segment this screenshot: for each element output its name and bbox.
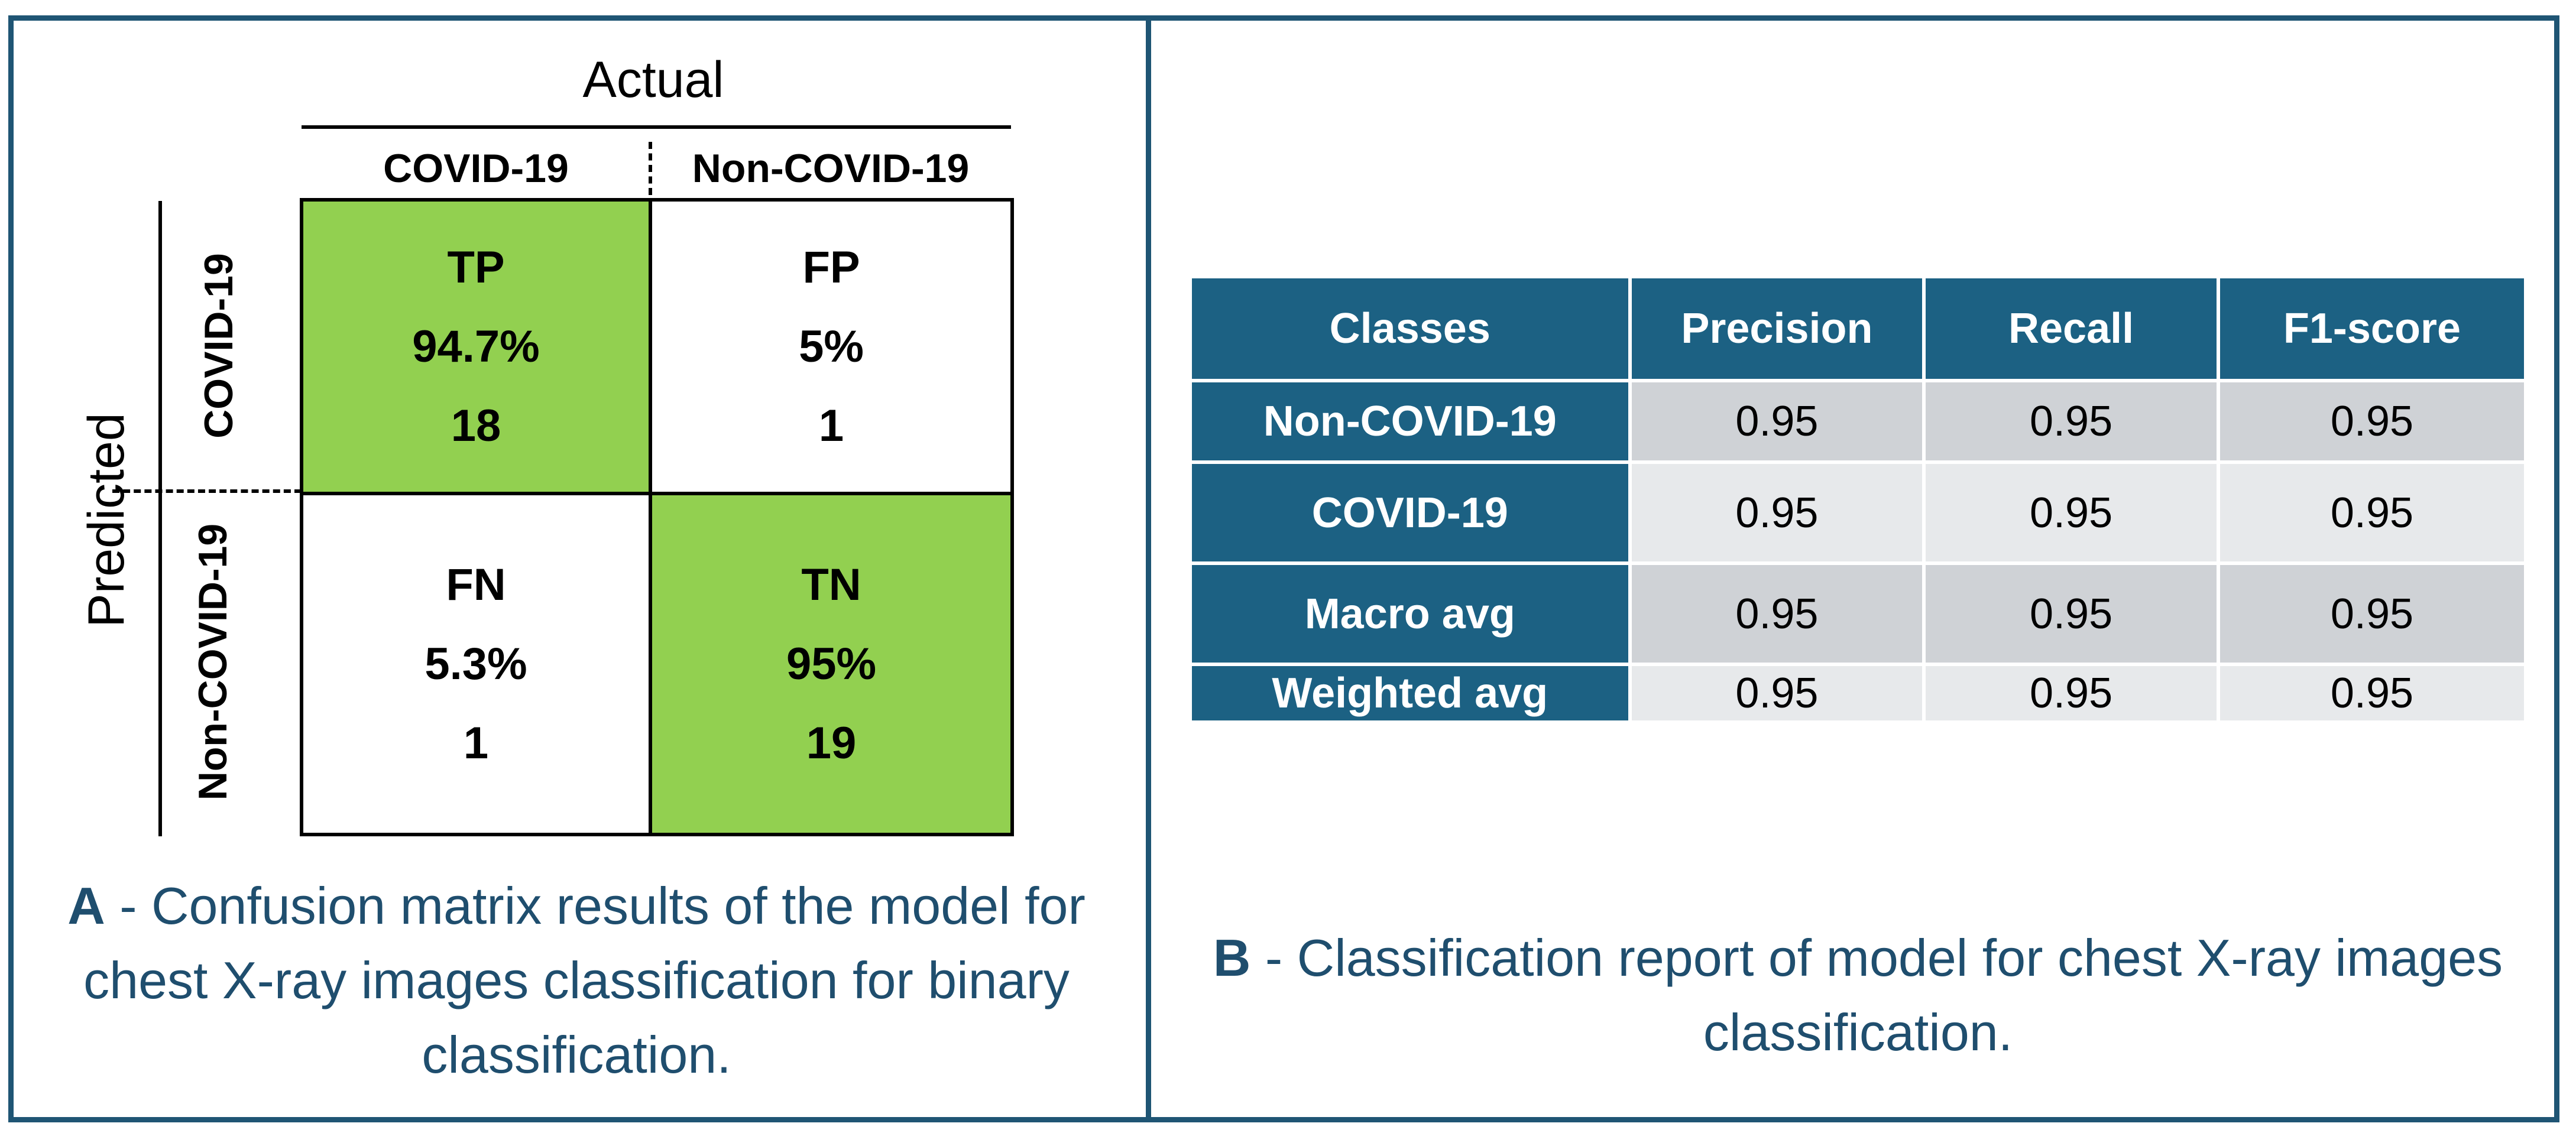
row-header-covid: COVID-19 xyxy=(196,253,241,439)
cell-true-negative: TN 95% 19 xyxy=(652,495,1010,833)
caption-b-letter: B xyxy=(1213,929,1251,987)
f1-value: 0.95 xyxy=(2219,666,2524,720)
figure-frame xyxy=(8,15,2559,1122)
column-header-non-covid: Non-COVID-19 xyxy=(692,146,970,191)
table-row: Non-COVID-19 0.95 0.95 0.95 xyxy=(1192,382,2524,460)
cell-false-positive: FP 5% 1 xyxy=(652,202,1010,495)
precision-value: 0.95 xyxy=(1631,666,1923,720)
row-header-separator xyxy=(112,489,302,493)
row-class-name: Non-COVID-19 xyxy=(1192,382,1628,460)
cell-label: TN xyxy=(801,559,861,610)
cell-percent: 95% xyxy=(786,638,877,689)
f1-value: 0.95 xyxy=(2219,464,2524,561)
caption-a-letter: A xyxy=(67,876,105,935)
cell-true-positive: TP 94.7% 18 xyxy=(303,202,652,495)
table-row: Macro avg 0.95 0.95 0.95 xyxy=(1192,565,2524,663)
cell-false-negative: FN 5.3% 1 xyxy=(303,495,652,833)
caption-b: B - Classification report of model for c… xyxy=(1188,921,2528,1070)
cell-percent: 5% xyxy=(799,321,864,372)
header-classes: Classes xyxy=(1192,278,1628,379)
cell-label: FP xyxy=(802,242,860,293)
table-row: Weighted avg 0.95 0.95 0.95 xyxy=(1192,666,2524,720)
actual-axis-line xyxy=(302,125,1011,129)
cell-count: 1 xyxy=(463,718,489,768)
recall-value: 0.95 xyxy=(1926,565,2217,663)
recall-value: 0.95 xyxy=(1926,464,2217,561)
caption-a-text: - Confusion matrix results of the model … xyxy=(83,876,1086,1084)
cell-label: TP xyxy=(447,242,505,293)
recall-value: 0.95 xyxy=(1926,382,2217,460)
caption-a: A - Confusion matrix results of the mode… xyxy=(35,869,1117,1092)
predicted-axis-label: Predicted xyxy=(78,413,135,628)
cell-count: 19 xyxy=(806,718,857,768)
precision-value: 0.95 xyxy=(1631,382,1923,460)
cell-count: 18 xyxy=(451,400,501,451)
cell-percent: 5.3% xyxy=(425,638,527,689)
cell-percent: 94.7% xyxy=(412,321,540,372)
classification-report-table: Classes Precision Recall F1-score Non-CO… xyxy=(1188,275,2528,724)
row-header-non-covid: Non-COVID-19 xyxy=(190,523,235,801)
table-row: COVID-19 0.95 0.95 0.95 xyxy=(1192,464,2524,561)
caption-b-text: - Classification report of model for che… xyxy=(1250,929,2503,1061)
row-class-name: Macro avg xyxy=(1192,565,1628,663)
predicted-axis-line xyxy=(158,201,162,836)
header-precision: Precision xyxy=(1631,278,1923,379)
row-class-name: COVID-19 xyxy=(1192,464,1628,561)
header-f1-score: F1-score xyxy=(2219,278,2524,379)
precision-value: 0.95 xyxy=(1631,464,1923,561)
table-header-row: Classes Precision Recall F1-score xyxy=(1192,278,2524,379)
cell-label: FN xyxy=(446,559,506,610)
row-class-name: Weighted avg xyxy=(1192,666,1628,720)
f1-value: 0.95 xyxy=(2219,382,2524,460)
precision-value: 0.95 xyxy=(1631,565,1923,663)
confusion-matrix: TP 94.7% 18 FP 5% 1 FN 5.3% 1 TN 95% 19 xyxy=(300,198,1014,836)
cell-count: 1 xyxy=(818,400,844,451)
column-header-covid: COVID-19 xyxy=(383,146,569,191)
f1-value: 0.95 xyxy=(2219,565,2524,663)
recall-value: 0.95 xyxy=(1926,666,2217,720)
header-recall: Recall xyxy=(1926,278,2217,379)
actual-axis-label: Actual xyxy=(582,51,724,108)
column-header-separator xyxy=(649,142,652,195)
panel-divider xyxy=(1146,15,1151,1122)
